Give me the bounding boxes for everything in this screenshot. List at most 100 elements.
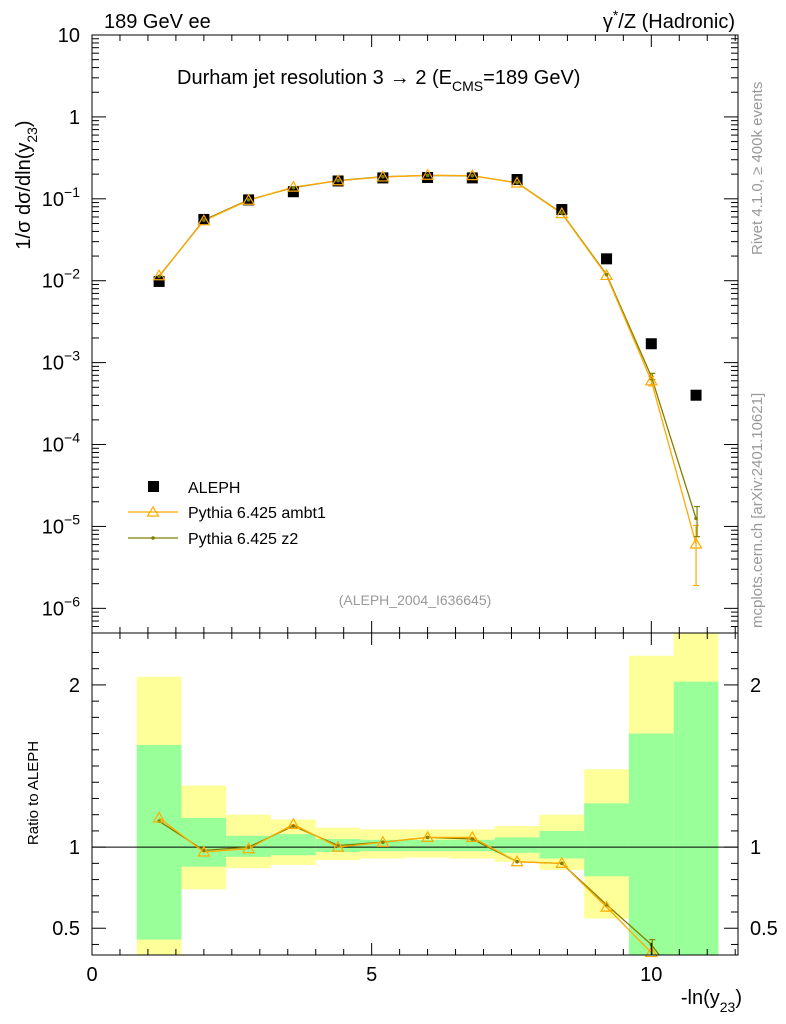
data-point-z2-5 — [381, 174, 385, 179]
y-tick-label-0: 10 — [58, 25, 80, 47]
ratio-point-ambt1-8 — [510, 855, 524, 867]
legend-marker-z2 — [151, 536, 155, 540]
data-point-ambt1-1 — [197, 214, 211, 226]
ratio-point-ambt1-7 — [465, 830, 479, 842]
legend-marker-aleph — [148, 481, 159, 492]
y-tick-label-4: 10−3 — [42, 348, 80, 375]
header-right: γ*/Z (Hadronic) — [603, 7, 735, 33]
data-point-ambt1-5 — [376, 170, 390, 182]
ratio-point-z2-1 — [202, 848, 206, 853]
ratio-point-ambt1-5 — [376, 835, 390, 847]
ratio-band-inner-8 — [494, 837, 540, 853]
data-point-aleph-3 — [287, 186, 299, 198]
legend-label-z2: Pythia 6.425 z2 — [188, 531, 298, 548]
ratio-tick-label-right-0: 0.5 — [750, 918, 778, 940]
ratio-point-z2-6 — [425, 835, 430, 840]
data-point-aleph-0 — [153, 275, 165, 287]
ratio-point-ambt1-10 — [600, 900, 614, 912]
data-point-aleph-12 — [690, 389, 702, 401]
ratio-point-ambt1-6 — [421, 830, 435, 842]
y-tick-label-1: 1 — [69, 107, 80, 129]
y-tick-label-3: 10−2 — [42, 266, 80, 293]
data-point-aleph-7 — [466, 172, 478, 184]
axes: 0 5 10 10 1 10−1 10−2 10−3 10−4 10−5 10−6 0.5 0.5 1 1 2… — [42, 25, 778, 986]
analysis-id: (ALEPH_2004_I636645) — [339, 592, 492, 608]
data-point-ambt1-11 — [644, 374, 658, 386]
ratio-band-inner-12 — [673, 681, 719, 955]
data-point-ambt1-7 — [465, 168, 479, 181]
ratio-point-ambt1-0 — [152, 811, 166, 823]
ratio-band-inner-11 — [628, 733, 674, 955]
data-point-ambt1-4 — [331, 174, 345, 186]
ratio-point-z2-7 — [470, 837, 475, 841]
data-point-z2-10 — [604, 272, 609, 277]
plot-title: Durham jet resolution 3 → 2 (ECMS=189 GeV… — [177, 67, 580, 94]
main-plot — [152, 168, 703, 587]
data-point-z2-1 — [202, 218, 206, 222]
data-point-z2-12 — [694, 516, 698, 521]
series-line-z2 — [158, 174, 697, 519]
mcplots-label: mcplots.cern.ch [arXiv:2401.10621] — [749, 393, 766, 628]
data-point-z2-4 — [336, 178, 340, 183]
ratio-frame — [91, 632, 739, 956]
ratio-point-z2-3 — [291, 824, 296, 828]
ratio-tick-label-left-2: 2 — [69, 675, 80, 697]
header-left: 189 GeV ee — [104, 11, 211, 33]
x-axis-label: -ln(y23) — [681, 987, 742, 1015]
x-tick-label-2: 10 — [640, 964, 662, 986]
x-tick-label-1: 5 — [366, 964, 377, 986]
data-point-z2-8 — [515, 180, 519, 185]
data-point-ambt1-2 — [242, 193, 256, 205]
data-point-z2-3 — [291, 185, 296, 190]
y-tick-label-5: 10−4 — [42, 430, 80, 457]
legend-label-aleph: ALEPH — [188, 480, 240, 497]
ratio-point-ambt1-1 — [197, 845, 211, 857]
data-point-ambt1-8 — [510, 176, 524, 188]
ratio-band-inner-10 — [584, 803, 629, 877]
ratio-point-z2-8 — [515, 859, 519, 864]
data-point-z2-7 — [470, 173, 475, 178]
data-point-aleph-9 — [556, 204, 568, 216]
y-tick-label-2: 10−1 — [42, 184, 80, 211]
ratio-uncertainty-bands — [136, 633, 719, 955]
ratio-plot — [92, 811, 738, 958]
data-point-z2-6 — [425, 173, 430, 178]
ratio-tick-label-left-1: 1 — [69, 837, 80, 859]
data-point-aleph-6 — [422, 172, 434, 184]
ratio-point-z2-4 — [336, 843, 340, 848]
y-tick-label-6: 10−5 — [42, 511, 80, 538]
data-point-z2-2 — [246, 198, 251, 202]
ratio-band-inner-0 — [136, 744, 182, 940]
ratio-band-inner-9 — [539, 830, 585, 859]
legend-label-ambt1: Pythia 6.425 ambt1 — [188, 505, 326, 522]
data-point-ambt1-6 — [421, 168, 435, 180]
ratio-band-inner-1 — [181, 817, 227, 867]
rivet-label: Rivet 4.1.0, ≥ 400k events — [749, 82, 766, 255]
ratio-point-ambt1-2 — [242, 842, 256, 854]
data-point-aleph-10 — [601, 253, 613, 265]
ratio-point-z2-2 — [246, 845, 251, 849]
data-point-z2-9 — [560, 211, 564, 215]
ratio-point-ambt1-9 — [555, 856, 569, 868]
data-point-ambt1-3 — [286, 180, 300, 192]
ratio-point-z2-9 — [560, 861, 564, 866]
ratio-band-inner-6 — [405, 839, 450, 852]
data-point-aleph-11 — [645, 338, 657, 350]
data-point-aleph-8 — [511, 174, 523, 186]
ratio-tick-label-left-0: 0.5 — [52, 918, 80, 940]
data-point-ambt1-0 — [152, 269, 166, 281]
ratio-tick-label-right-1: 1 — [750, 837, 761, 859]
ratio-point-ambt1-4 — [331, 840, 345, 852]
ratio-point-z2-5 — [381, 840, 385, 845]
legend-marker-ambt1 — [146, 505, 160, 517]
data-point-ambt1-12 — [689, 537, 703, 549]
ratio-point-ambt1-3 — [286, 817, 300, 830]
data-point-ambt1-9 — [555, 206, 569, 219]
y-tick-label-7: 10−6 — [42, 593, 80, 620]
ratio-y-axis-label: Ratio to ALEPH — [25, 741, 42, 845]
ratio-band-inner-3 — [270, 834, 316, 856]
ratio-band-inner-7 — [449, 839, 495, 852]
data-point-z2-0 — [157, 274, 161, 279]
ratio-tick-label-right-2: 2 — [750, 675, 761, 697]
